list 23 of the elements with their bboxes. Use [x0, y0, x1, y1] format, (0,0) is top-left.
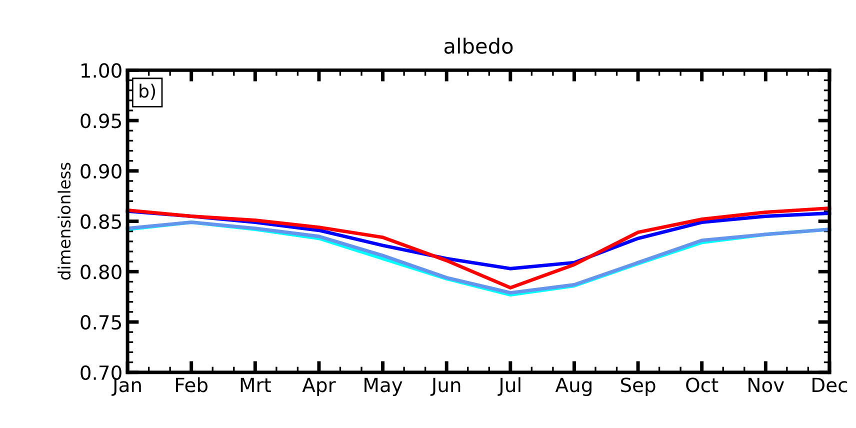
x-tick-label: Jul — [498, 377, 520, 396]
x-tick-label: Feb — [176, 377, 208, 392]
x-tick-label: May — [364, 378, 402, 396]
x-tick-label: Dec — [812, 378, 848, 392]
y-tick-label: 0.80 — [80, 264, 122, 280]
x-tick-label: Jun — [430, 378, 460, 396]
x-tick-label: Oct — [686, 378, 718, 392]
y-tick-label: 1.00 — [82, 63, 122, 78]
line-series — [126, 206, 832, 290]
x-tick-label: Jan — [112, 378, 141, 396]
x-tick-label: Sep — [620, 378, 656, 396]
y-tick-label: 0.75 — [80, 314, 121, 330]
y-axis-title: dimensionless — [58, 162, 71, 280]
chart-title: albedo — [444, 38, 513, 54]
x-tick-label: Aug — [555, 378, 592, 396]
y-tick-label: 0.85 — [80, 214, 121, 229]
x-tick-label: Nov — [748, 378, 784, 392]
y-tick-label: 0.95 — [80, 114, 121, 128]
x-tick-label: Mrt — [240, 378, 271, 392]
y-tick-label: 0.90 — [80, 164, 122, 179]
annotation: b) — [140, 84, 156, 100]
x-tick-label: Apr — [302, 378, 336, 396]
y-tick-label: 0.70 — [80, 365, 122, 380]
